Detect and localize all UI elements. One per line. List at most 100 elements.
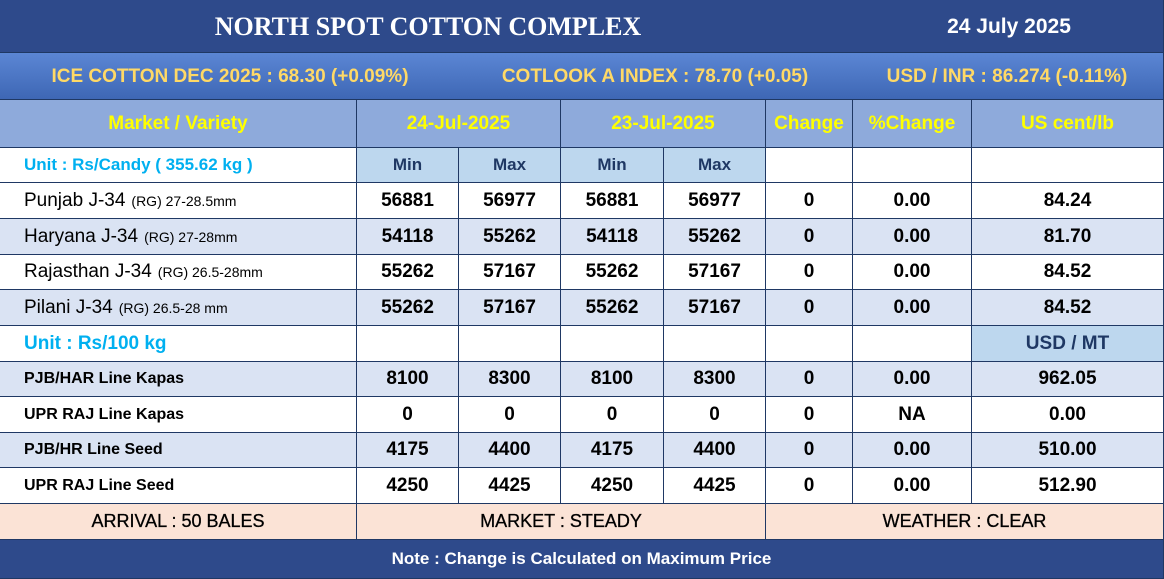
price-cell: 0.00 — [853, 219, 972, 255]
price-cell: 4250 — [357, 468, 459, 504]
price-cell: 0.00 — [853, 468, 972, 504]
price-cell: 0 — [766, 362, 853, 397]
variety-spec: (RG) 26.5-28mm — [157, 264, 263, 280]
price-cell: 56977 — [664, 183, 766, 219]
price-cell: 0 — [766, 290, 853, 326]
min-max-header: Min — [561, 148, 664, 183]
index-value: ICE COTTON DEC 2025 : 68.30 (+0.09%) — [51, 65, 409, 87]
empty-cell — [853, 326, 972, 362]
unit-label: Unit : Rs/100 kg — [0, 326, 357, 362]
column-header: 23-Jul-2025 — [561, 100, 766, 148]
price-cell: 4425 — [459, 468, 561, 504]
index-value: COTLOOK A INDEX : 78.70 (+0.05) — [501, 65, 809, 87]
price-cell: 4250 — [561, 468, 664, 504]
price-cell: 55262 — [357, 255, 459, 290]
price-cell: 57167 — [664, 255, 766, 290]
price-cell: 8100 — [561, 362, 664, 397]
price-cell: 0.00 — [853, 362, 972, 397]
variety-name: Rajasthan J-34 (RG) 26.5-28mm — [0, 255, 357, 290]
empty-cell — [357, 326, 459, 362]
variety-name: Punjab J-34 (RG) 27-28.5mm — [0, 183, 357, 219]
price-cell: 55262 — [459, 219, 561, 255]
variety: Rajasthan J-34 — [24, 261, 152, 282]
note: Note : Change is Calculated on Maximum P… — [0, 540, 1164, 579]
min-max-header: Max — [664, 148, 766, 183]
price-cell: 84.52 — [972, 255, 1164, 290]
footer-status: WEATHER : CLEAR — [766, 504, 1164, 540]
price-cell: 510.00 — [972, 433, 1164, 468]
variety: Punjab J-34 — [24, 189, 126, 211]
price-cell: 54118 — [561, 219, 664, 255]
price-cell: 8100 — [357, 362, 459, 397]
price-cell: 56977 — [459, 183, 561, 219]
variety-name: Haryana J-34 (RG) 27-28mm — [0, 219, 357, 255]
min-max-header: Min — [357, 148, 459, 183]
empty-cell — [459, 326, 561, 362]
footer-status: ARRIVAL : 50 BALES — [0, 504, 357, 540]
price-cell: 56881 — [561, 183, 664, 219]
footer-status: MARKET : STEADY — [357, 504, 766, 540]
empty-cell — [766, 326, 853, 362]
variety: Haryana J-34 — [24, 225, 139, 247]
price-cell: 4400 — [664, 433, 766, 468]
min-max-header: Max — [459, 148, 561, 183]
index-value: USD / INR : 86.274 (-0.11%) — [886, 65, 1128, 87]
empty-cell — [853, 148, 972, 183]
price-cell: 0 — [664, 397, 766, 433]
item-name: PJB/HR Line Seed — [0, 433, 357, 468]
price-cell: 55262 — [664, 219, 766, 255]
price-cell: NA — [853, 397, 972, 433]
variety: Pilani J-34 — [24, 296, 113, 318]
price-cell: 55262 — [357, 290, 459, 326]
price-cell: 0 — [766, 183, 853, 219]
price-cell: 55262 — [561, 290, 664, 326]
column-header: USD / MT — [972, 326, 1164, 362]
date: 24 July 2025 — [947, 14, 1071, 38]
price-cell: 0 — [766, 255, 853, 290]
price-cell: 0.00 — [853, 290, 972, 326]
price-cell: 8300 — [459, 362, 561, 397]
price-cell: 8300 — [664, 362, 766, 397]
price-cell: 55262 — [561, 255, 664, 290]
price-cell: 0 — [766, 219, 853, 255]
empty-cell — [664, 326, 766, 362]
price-cell: 4400 — [459, 433, 561, 468]
variety-spec: (RG) 27-28.5mm — [131, 192, 237, 209]
column-header: %Change — [853, 100, 972, 148]
price-cell: 0 — [357, 397, 459, 433]
price-cell: 4175 — [357, 433, 459, 468]
item-name: UPR RAJ Line Kapas — [0, 397, 357, 433]
price-cell: 57167 — [459, 290, 561, 326]
title-bar — [0, 0, 1164, 53]
price-cell: 0.00 — [853, 433, 972, 468]
title: NORTH SPOT COTTON COMPLEX — [214, 11, 642, 41]
indices-bar — [0, 53, 1164, 100]
price-cell: 512.90 — [972, 468, 1164, 504]
item-name: PJB/HAR Line Kapas — [0, 362, 357, 397]
price-cell: 84.24 — [972, 183, 1164, 219]
price-cell: 57167 — [664, 290, 766, 326]
price-cell: 962.05 — [972, 362, 1164, 397]
price-cell: 81.70 — [972, 219, 1164, 255]
unit-label: Unit : Rs/Candy ( 355.62 kg ) — [0, 148, 357, 183]
price-cell: 0 — [766, 433, 853, 468]
price-cell: 0.00 — [853, 183, 972, 219]
empty-cell — [766, 148, 853, 183]
price-cell: 4425 — [664, 468, 766, 504]
variety-spec: (RG) 26.5-28 mm — [118, 299, 228, 316]
price-cell: 4175 — [561, 433, 664, 468]
price-cell: 0 — [766, 468, 853, 504]
price-cell: 84.52 — [972, 290, 1164, 326]
column-header: Change — [766, 100, 853, 148]
price-cell: 0 — [766, 397, 853, 433]
column-header: 24-Jul-2025 — [357, 100, 561, 148]
empty-cell — [561, 326, 664, 362]
empty-cell — [972, 148, 1164, 183]
column-header: US cent/lb — [972, 100, 1164, 148]
price-cell: 0.00 — [972, 397, 1164, 433]
variety-name: Pilani J-34 (RG) 26.5-28 mm — [0, 290, 357, 326]
price-cell: 57167 — [459, 255, 561, 290]
price-cell: 56881 — [357, 183, 459, 219]
price-cell: 0 — [459, 397, 561, 433]
